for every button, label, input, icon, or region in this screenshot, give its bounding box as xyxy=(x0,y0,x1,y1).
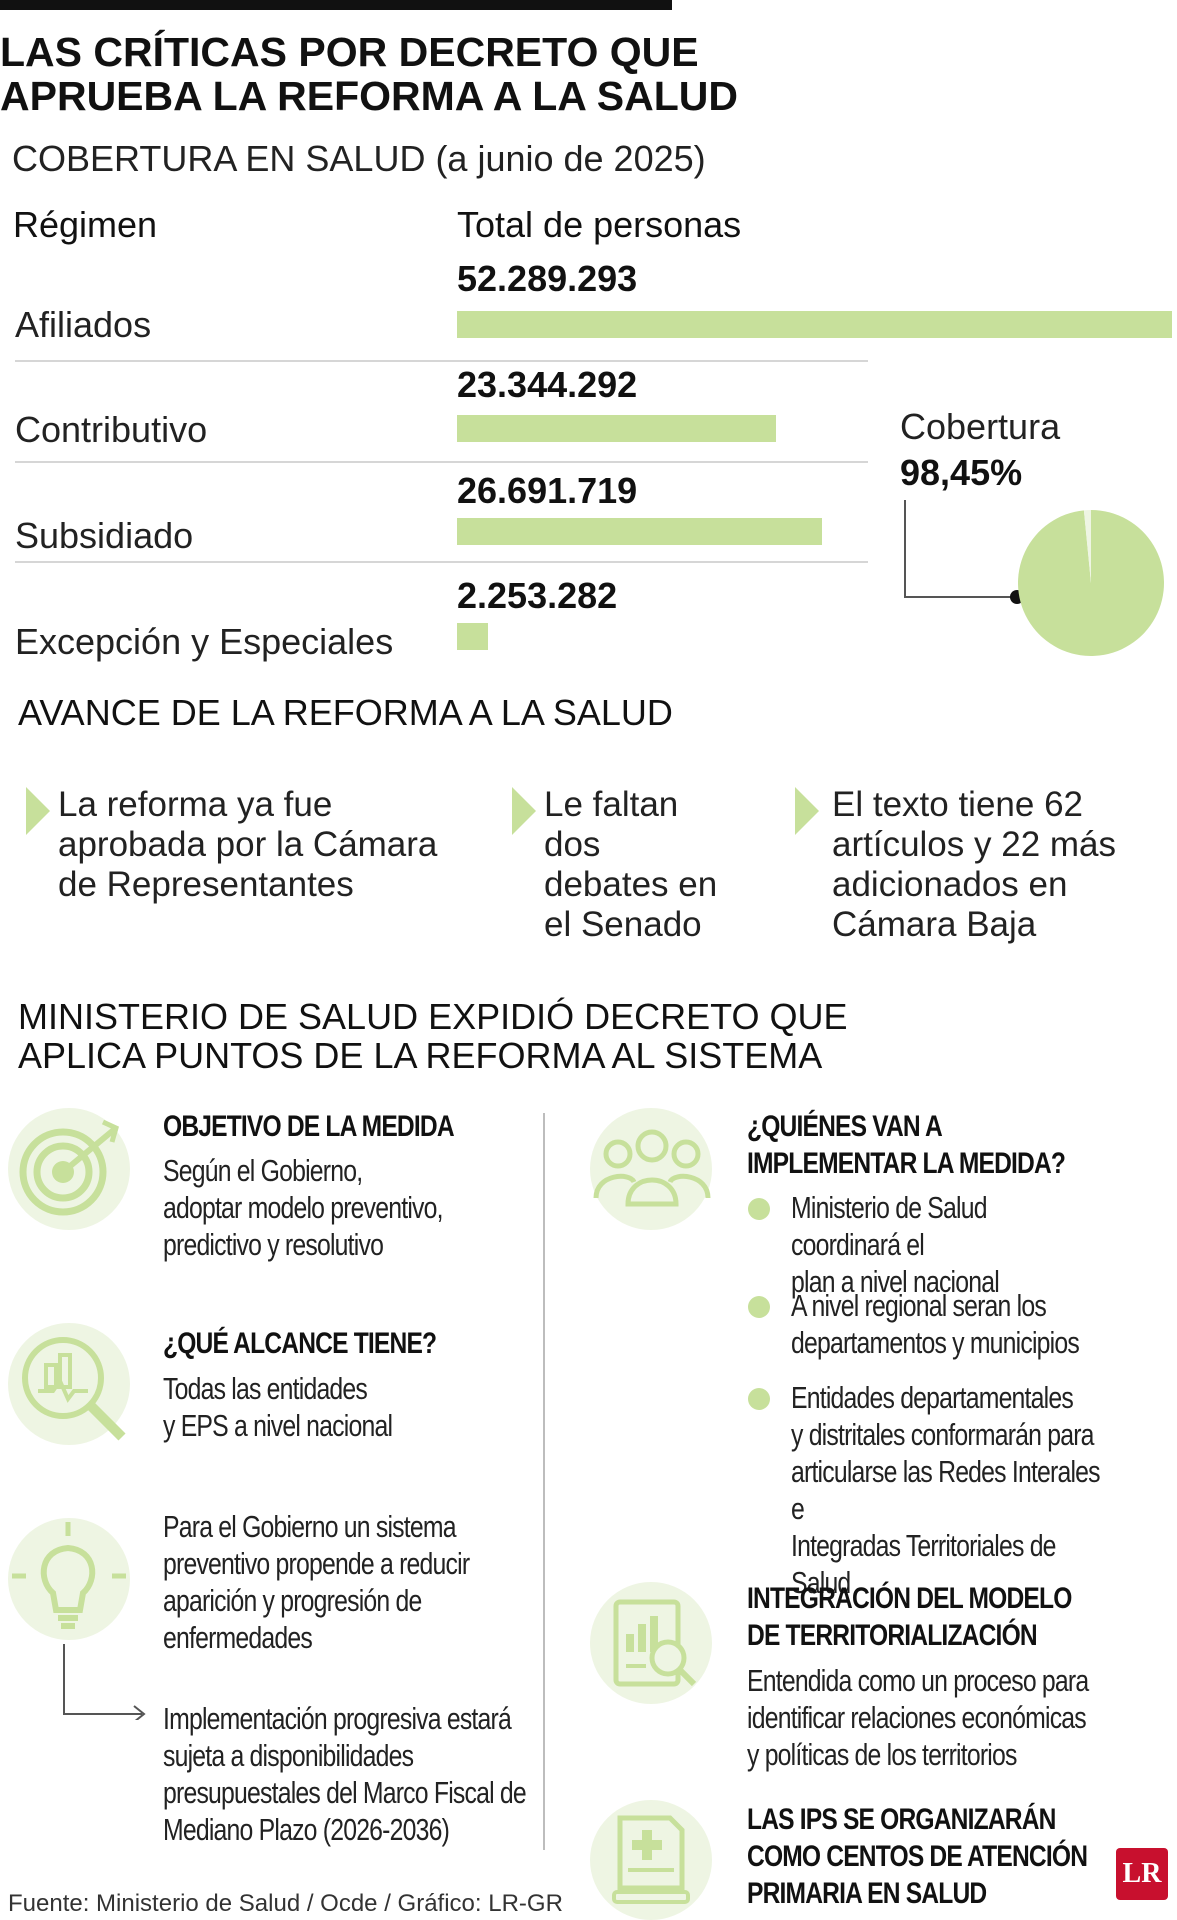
magnifier-chart-icon xyxy=(8,1323,130,1445)
coverage-label: Cobertura xyxy=(900,406,1061,447)
pie-slice-uncovered xyxy=(1083,510,1091,583)
avance-item-2: Le faltan dos debates en el Senado xyxy=(544,785,718,944)
row-label-contributivo: Contributivo xyxy=(15,409,208,450)
row-label-excepcion: Excepción y Especiales xyxy=(15,621,394,662)
integracion-heading: INTEGRACIÓN DEL MODELO DE TERRITORIALIZA… xyxy=(747,1582,1072,1652)
ips-heading: LAS IPS SE ORGANIZARÁN COMO CENTOS DE AT… xyxy=(747,1803,1088,1910)
arrow-marker-icon xyxy=(512,787,536,835)
page-title: LAS CRÍTICAS POR DECRETO QUE APRUEBA LA … xyxy=(0,29,738,119)
leader-line xyxy=(904,500,1017,598)
bullet-icon xyxy=(748,1388,770,1410)
row-label-afiliados: Afiliados xyxy=(15,304,152,345)
bar-afiliados xyxy=(457,311,1172,338)
value-label-subsidiado: 26.691.719 xyxy=(457,470,638,511)
coverage-pie-chart xyxy=(904,500,1164,656)
avance-item-3: El texto tiene 62 artículos y 22 más adi… xyxy=(832,785,1116,944)
value-label-contributivo: 23.344.292 xyxy=(457,364,638,405)
medical-book-icon xyxy=(590,1800,712,1920)
bullet-icon xyxy=(748,1296,770,1318)
preventivo-text: Para el Gobierno un sistema preventivo p… xyxy=(163,1509,470,1655)
ministerio-title: MINISTERIO DE SALUD EXPIDIÓ DECRETO QUE … xyxy=(18,996,848,1076)
lightbulb-icon xyxy=(8,1518,130,1640)
people-icon xyxy=(590,1108,712,1230)
alcance-heading: ¿QUÉ ALCANCE TIENE? xyxy=(163,1327,437,1360)
objetivo-text: Según el Gobierno, adoptar modelo preven… xyxy=(163,1153,444,1262)
chart-subtitle: COBERTURA EN SALUD (a junio de 2025) xyxy=(12,138,706,179)
source-note: Fuente: Ministerio de Salud / Ocde / Grá… xyxy=(8,1890,563,1917)
column-header-regimen: Régimen xyxy=(13,204,158,245)
alcance-text: Todas las entidades y EPS a nivel nacion… xyxy=(163,1371,393,1443)
bullet-icon xyxy=(748,1198,770,1220)
avance-item-1: La reforma ya fue aprobada por la Cámara… xyxy=(58,785,438,904)
quienes-item-3: Entidades departamentales y distritales … xyxy=(791,1380,1101,1600)
value-label-excepcion: 2.253.282 xyxy=(457,575,618,616)
bar-excepcion xyxy=(457,623,488,650)
column-divider xyxy=(543,1113,545,1850)
row-divider xyxy=(15,461,868,463)
objetivo-heading: OBJETIVO DE LA MEDIDA xyxy=(163,1110,455,1143)
implementacion-text: Implementación progresiva estará sujeta … xyxy=(163,1701,527,1847)
row-divider xyxy=(15,561,868,563)
finance-report-icon xyxy=(590,1582,712,1704)
bar-contributivo xyxy=(457,415,776,442)
quienes-item-1: Ministerio de Salud coordinará el plan a… xyxy=(791,1190,1000,1299)
row-divider xyxy=(15,360,868,362)
value-label-afiliados: 52.289.293 xyxy=(457,258,638,299)
arrow-marker-icon xyxy=(26,787,50,835)
quienes-heading: ¿QUIÉNES VAN A IMPLEMENTAR LA MEDIDA? xyxy=(747,1110,1066,1180)
column-header-total: Total de personas xyxy=(457,204,742,245)
top-rule xyxy=(0,0,672,10)
target-icon xyxy=(8,1108,130,1230)
lr-logo: LR xyxy=(1116,1848,1168,1900)
avance-title: AVANCE DE LA REFORMA A LA SALUD xyxy=(18,692,673,733)
coverage-value: 98,45% xyxy=(900,452,1023,493)
arrow-marker-icon xyxy=(795,787,819,835)
quienes-item-2: A nivel regional seran los departamentos… xyxy=(791,1288,1080,1360)
integracion-text: Entendida como un proceso para identific… xyxy=(747,1663,1089,1772)
connector-arrow-icon xyxy=(63,1644,146,1720)
bar-subsidiado xyxy=(457,518,822,545)
row-label-subsidiado: Subsidiado xyxy=(15,515,194,556)
